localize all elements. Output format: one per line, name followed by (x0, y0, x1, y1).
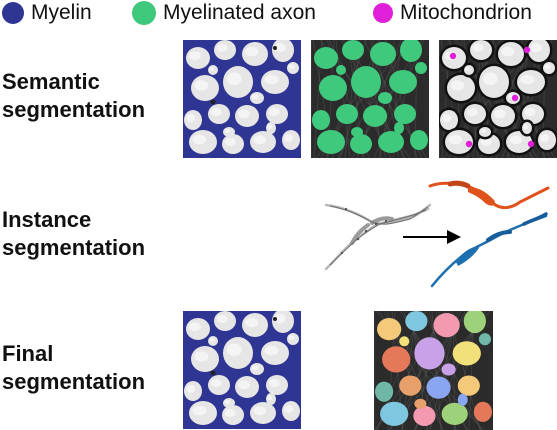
legend-label-mitochondrion: Mitochondrion (400, 1, 532, 24)
final-instance-panel (374, 311, 493, 430)
semantic-mito-panel (439, 40, 557, 158)
semantic-axon-panel (311, 40, 429, 158)
final-myelin-panel (183, 311, 301, 429)
row-label-final-line2: segmentation (2, 369, 146, 394)
final-myelin-image (183, 311, 301, 429)
separated-axons-rendering (428, 180, 550, 288)
axon-swatch-icon (132, 1, 156, 25)
legend-item-myelin: Myelin (2, 0, 92, 26)
mito-swatch-icon (373, 3, 393, 23)
legend-label-myelinated-axon: Myelinated axon (163, 1, 316, 24)
row-label-instance: Instance segmentation (2, 206, 145, 262)
arrow-right-icon (403, 230, 461, 244)
row-label-semantic-line1: Semantic (2, 69, 100, 94)
legend-item-mitochondrion: Mitochondrion (373, 0, 532, 26)
instance-input-axon (322, 195, 434, 273)
row-label-semantic: Semantic segmentation (2, 68, 145, 124)
semantic-axon-image (311, 40, 429, 158)
gray-axon-rendering (324, 203, 432, 271)
row-label-instance-line2: segmentation (2, 235, 146, 260)
instance-arrow (401, 226, 463, 248)
final-instance-image (374, 311, 493, 430)
legend-item-myelinated-axon: Myelinated axon (132, 0, 316, 26)
instance-output (428, 178, 552, 290)
legend-label-myelin: Myelin (31, 1, 92, 24)
myelin-swatch-icon (2, 2, 24, 24)
row-label-final: Final segmentation (2, 340, 145, 396)
semantic-myelin-panel (183, 40, 301, 158)
legend: Myelin Myelinated axon Mitochondrion (0, 0, 557, 26)
semantic-mito-image (439, 40, 557, 158)
row-label-final-line1: Final (2, 341, 54, 366)
row-label-instance-line1: Instance (2, 207, 92, 232)
row-label-semantic-line2: segmentation (2, 97, 146, 122)
semantic-myelin-image (183, 40, 301, 158)
